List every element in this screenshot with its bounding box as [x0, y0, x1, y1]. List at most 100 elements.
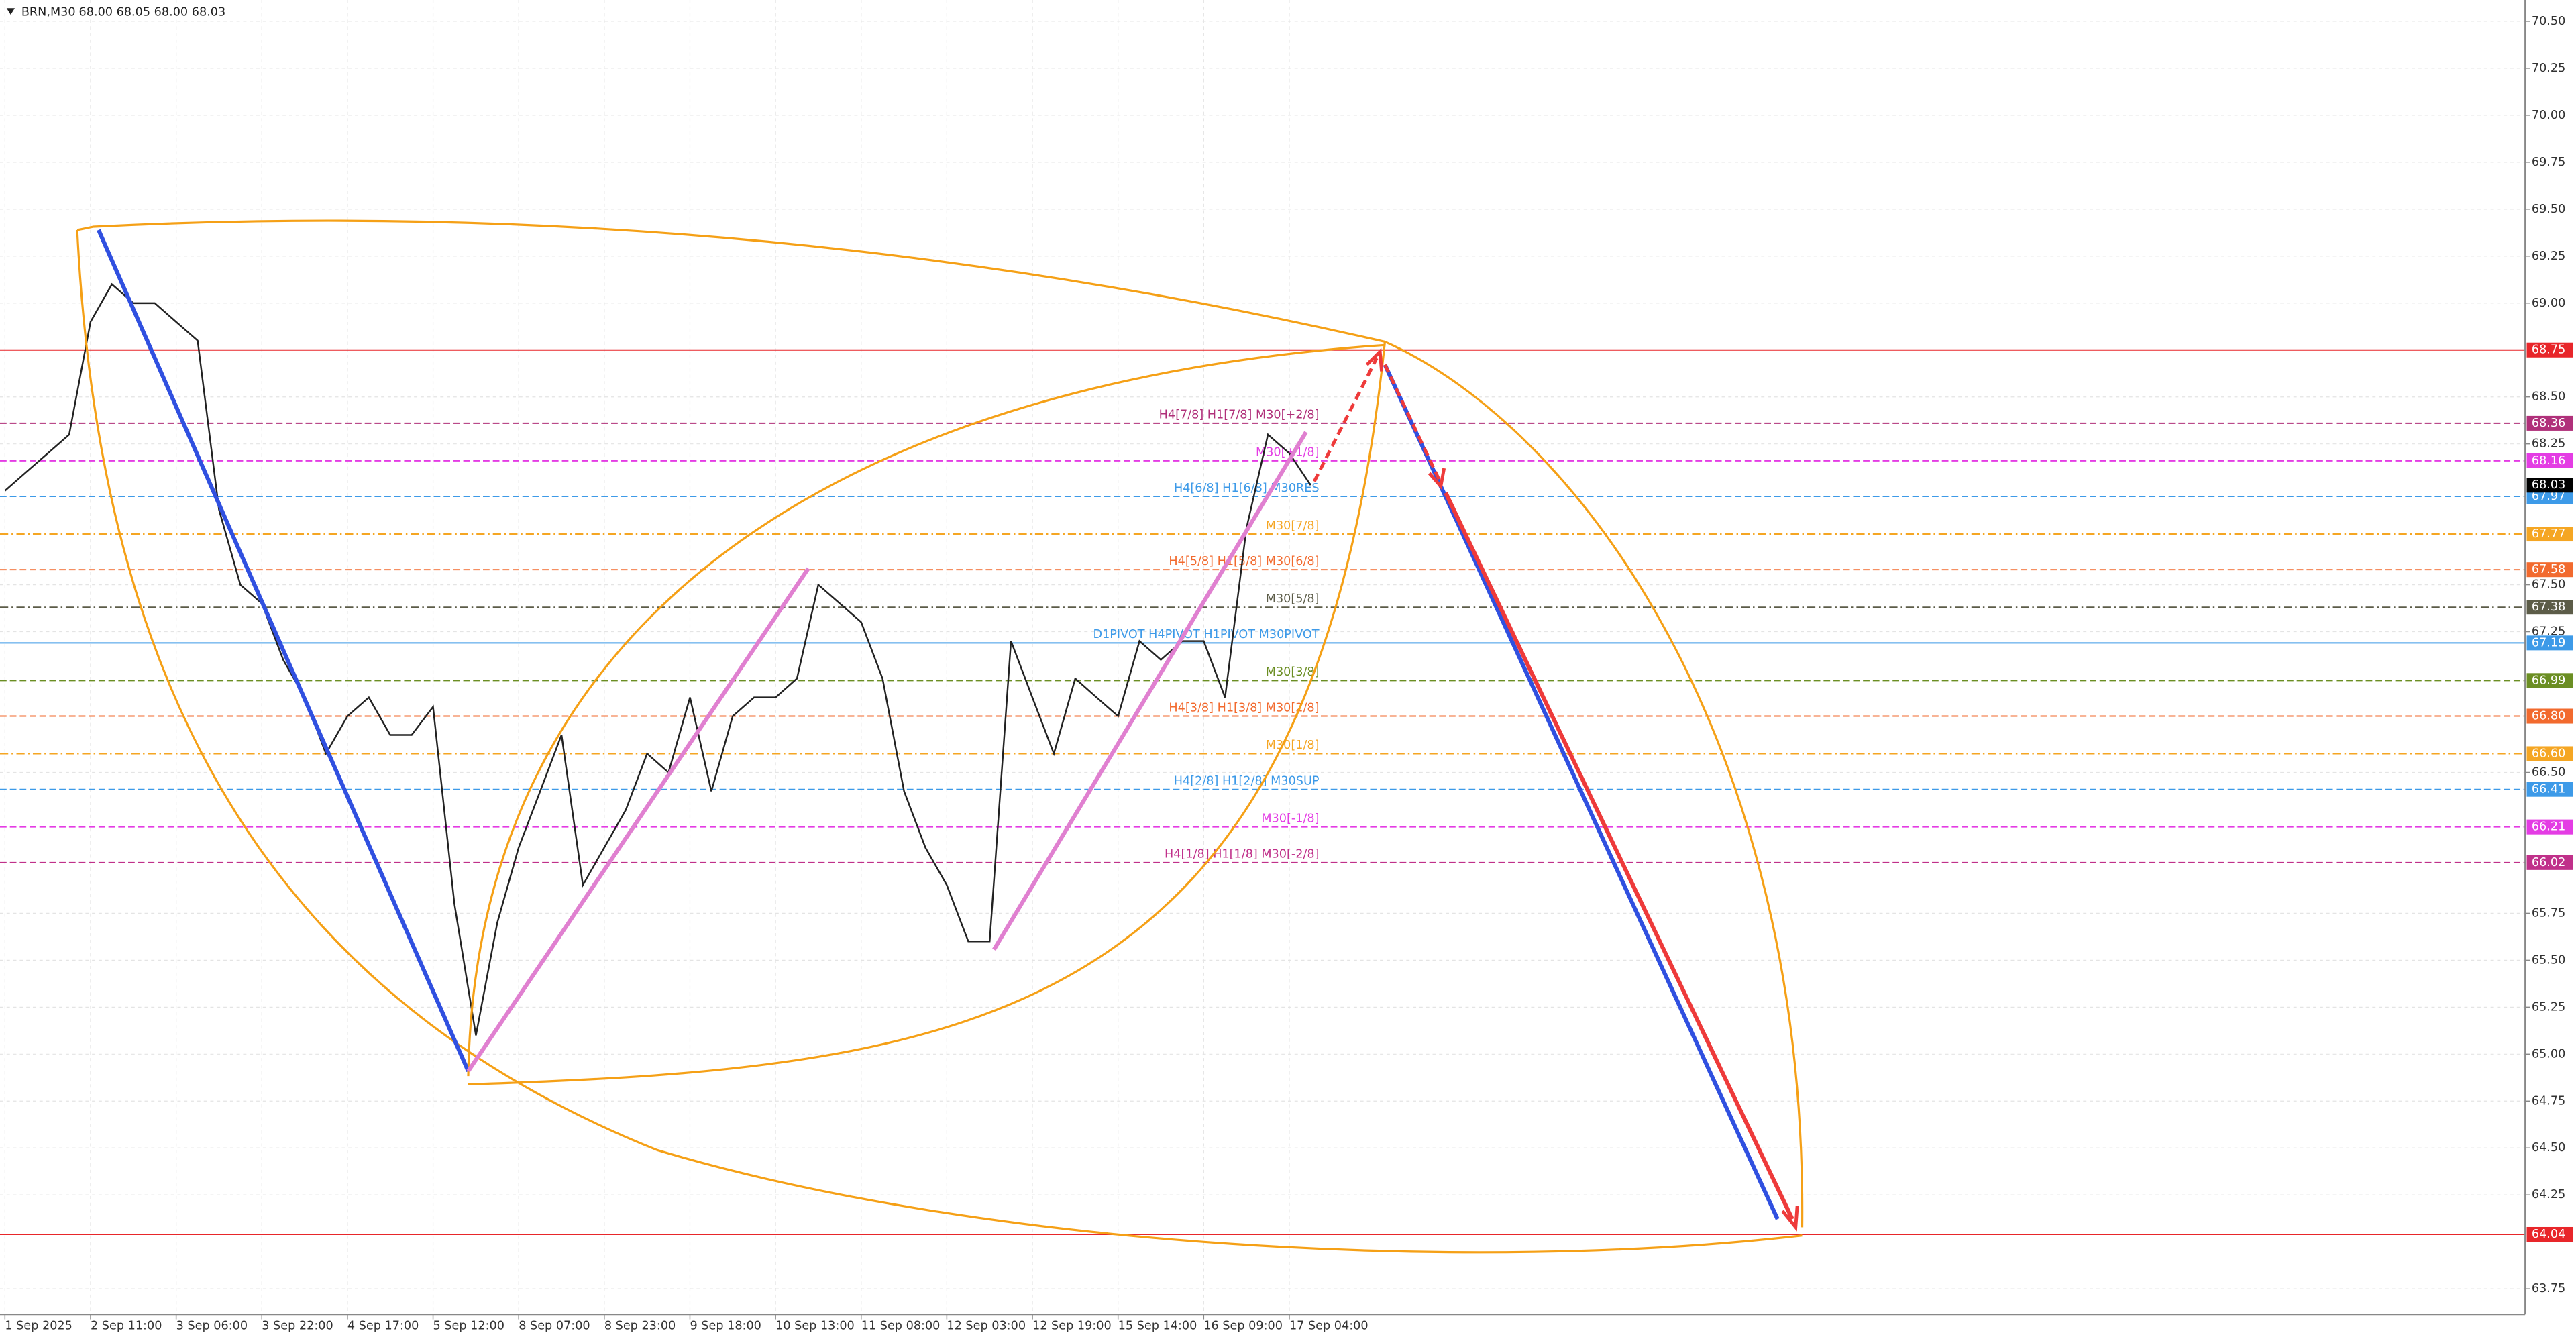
y-tick-label: 64.75 — [2532, 1094, 2565, 1108]
level-label: 68.75 — [2532, 343, 2565, 357]
x-tick-label: 8 Sep 23:00 — [604, 1319, 676, 1332]
y-tick-label: 65.00 — [2532, 1047, 2565, 1061]
wave-line — [992, 431, 1308, 951]
y-tick-label: 64.50 — [2532, 1141, 2565, 1155]
last-price-badge — [2526, 478, 2573, 493]
level-label: 67.97 — [2532, 490, 2565, 503]
level-label: 67.38 — [2532, 600, 2565, 614]
dashed-arrow — [1312, 357, 1379, 482]
level-text: M30[3/8] — [1266, 665, 1320, 679]
y-tick-label: 69.25 — [2532, 250, 2565, 263]
y-tick-label: 63.75 — [2532, 1282, 2565, 1295]
orange-curve — [468, 341, 1387, 1085]
level-badge — [2526, 489, 2573, 504]
level-badge — [2526, 1226, 2573, 1242]
level-label: 66.80 — [2532, 710, 2565, 723]
level-badge — [2526, 782, 2573, 797]
level-badge — [2526, 635, 2573, 651]
level-label: 66.99 — [2532, 674, 2565, 687]
level-text: H4[3/8] H1[3/8] M30[2/8] — [1169, 701, 1319, 714]
y-tick-label: 70.50 — [2532, 15, 2565, 28]
last-price-label: 68.03 — [2532, 478, 2565, 492]
grid — [0, 0, 2526, 1315]
symbol: BRN,M30 — [21, 5, 76, 19]
level-text: H4[7/8] H1[7/8] M30[+2/8] — [1159, 409, 1320, 422]
quote: 68.00 68.05 68.00 68.03 — [79, 5, 226, 19]
menu-arrow — [6, 8, 15, 15]
x-tick-label: 3 Sep 22:00 — [262, 1319, 333, 1332]
x-tick-label: 3 Sep 06:00 — [176, 1319, 248, 1332]
dashed-arrow — [1383, 364, 1441, 481]
level-badge — [2526, 600, 2573, 615]
forecast-line — [1444, 492, 1794, 1220]
x-tick-label: 12 Sep 03:00 — [947, 1319, 1026, 1332]
orange-curve — [467, 343, 1385, 1077]
x-tick-label: 9 Sep 18:00 — [690, 1319, 761, 1332]
x-tick-label: 15 Sep 14:00 — [1118, 1319, 1197, 1332]
level-label: 66.41 — [2532, 783, 2565, 796]
level-badge — [2526, 453, 2573, 468]
wave-line — [97, 229, 470, 1073]
y-tick-label: 68.50 — [2532, 390, 2565, 404]
level-text: H4[1/8] H1[1/8] M30[-2/8] — [1165, 848, 1320, 861]
x-tick-label: 4 Sep 17:00 — [347, 1319, 419, 1332]
series — [4, 282, 1311, 1036]
x-tick-label: 17 Sep 04:00 — [1289, 1319, 1368, 1332]
x-tick-label: 16 Sep 09:00 — [1203, 1319, 1283, 1332]
time-axis-bg — [0, 1314, 2576, 1339]
y-tick-label: 64.25 — [2532, 1188, 2565, 1201]
level-text: M30[5/8] — [1266, 592, 1320, 606]
level-badge — [2526, 855, 2573, 870]
y-tick-label: 66.50 — [2532, 765, 2565, 779]
level-label: 66.02 — [2532, 856, 2565, 869]
x-tick-label: 1 Sep 2025 — [5, 1319, 72, 1332]
level-text: H4[5/8] H1[5/8] M30[6/8] — [1169, 555, 1319, 568]
level-badge — [2526, 562, 2573, 578]
arrow-head — [1781, 1206, 1799, 1232]
x-tick-label: 10 Sep 13:00 — [775, 1319, 855, 1332]
level-label: 66.21 — [2532, 820, 2565, 834]
level-label: 67.19 — [2532, 636, 2565, 649]
y-tick-label: 65.50 — [2532, 953, 2565, 967]
level-label: 64.04 — [2532, 1228, 2565, 1241]
level-text: M30[-1/8] — [1261, 812, 1319, 825]
level-label: 66.60 — [2532, 747, 2565, 760]
labels: BRN,M30 68.00 68.05 68.00 68.03 — [6, 5, 226, 19]
level-text: D1PIVOT H4PIVOT H1PIVOT M30PIVOT — [1093, 628, 1320, 641]
level-label: 67.58 — [2532, 563, 2565, 576]
orange-curve — [76, 219, 1804, 1228]
y-tick-label: 70.25 — [2532, 62, 2565, 75]
arrow-head — [1365, 347, 1384, 372]
level-text: H4[6/8] H1[6/8] M30RES — [1174, 482, 1320, 495]
level-badge — [2526, 819, 2573, 835]
level-badge — [2526, 415, 2573, 431]
price-axis-bg — [2525, 0, 2576, 1339]
price-line — [4, 282, 1311, 1036]
drawings — [76, 219, 1804, 1254]
x-tick-label: 5 Sep 12:00 — [433, 1319, 504, 1332]
y-tick-label: 69.75 — [2532, 156, 2565, 169]
level-text: M30[7/8] — [1266, 519, 1320, 533]
y-tick-label: 67.25 — [2532, 625, 2565, 639]
y-tick-label: 69.00 — [2532, 297, 2565, 310]
level-badge — [2526, 527, 2573, 542]
wave-line — [466, 567, 810, 1073]
y-tick-label: 65.25 — [2532, 1000, 2565, 1014]
x-tick-label: 8 Sep 07:00 — [519, 1319, 590, 1332]
level-badge — [2526, 746, 2573, 761]
level-badge — [2526, 708, 2573, 724]
x-tick-label: 12 Sep 19:00 — [1032, 1319, 1112, 1332]
x-tick-label: 11 Sep 08:00 — [861, 1319, 941, 1332]
y-tick-label: 69.50 — [2532, 203, 2565, 216]
y-tick-label: 70.00 — [2532, 109, 2565, 122]
y-tick-label: 67.50 — [2532, 578, 2565, 592]
level-label: 68.16 — [2532, 454, 2565, 468]
level-label: 67.77 — [2532, 527, 2565, 541]
orange-curve — [76, 229, 1803, 1254]
arrow-head — [1428, 468, 1446, 490]
x-tick-label: 2 Sep 11:00 — [91, 1319, 162, 1332]
level-text: H4[2/8] H1[2/8] M30SUP — [1174, 774, 1320, 788]
y-tick-label: 65.75 — [2532, 906, 2565, 920]
